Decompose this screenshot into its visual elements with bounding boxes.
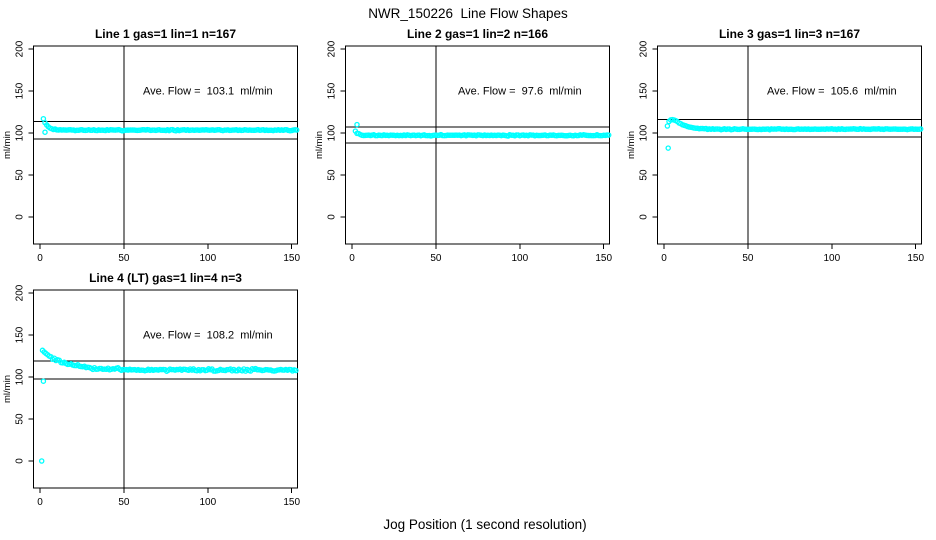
y-tick-label: 50 [327,169,338,181]
panel-line-2: Line 2 gas=1 lin=2 n=166 Ave. Flow = 97.… [314,27,612,264]
y-tick-label: 200 [15,284,26,301]
y-axis-label: ml/min [314,131,325,159]
flow-data-point [40,378,47,384]
plot-content: 0 50 100 150 0 50 100 150 200 [327,40,613,264]
y-tick-label: 150 [327,82,338,99]
plot-content: 0 50 100 150 0 50 100 150 200 [639,40,925,264]
y-tick-label: 100 [639,124,650,141]
y-tick-label: 150 [15,326,26,343]
x-tick-label: 0 [349,253,355,264]
x-tick-label: 0 [37,253,43,264]
flow-data-point [605,132,612,138]
flow-data-point [293,127,300,133]
flow-data-point [42,129,48,135]
figure-title: NWR_150226 Line Flow Shapes [368,6,568,21]
x-tick-label: 150 [283,497,300,508]
y-tick-label: 100 [15,124,26,141]
plot-box [33,289,298,489]
x-tick-label: 0 [37,497,43,508]
x-tick-label: 50 [118,253,130,264]
panel-title: Line 4 (LT) gas=1 lin=4 n=3 [89,271,242,285]
panel-title: Line 1 gas=1 lin=1 n=167 [95,27,236,41]
plot-box [657,45,922,245]
plot-box [33,45,298,245]
y-tick-label: 0 [327,214,338,220]
panel-line-4: Line 4 (LT) gas=1 lin=4 n=3 Ave. Flow = … [2,271,300,508]
flow-data-point [38,458,45,464]
ave-flow-annotation: Ave. Flow = 97.6 ml/min [458,85,582,97]
flow-data-point [665,145,671,151]
ave-flow-annotation: Ave. Flow = 105.6 ml/min [767,85,897,97]
x-tick-label: 50 [430,253,442,264]
y-axis-label: ml/min [2,375,13,403]
x-tick-label: 150 [907,253,924,264]
y-tick-label: 150 [15,82,26,99]
y-tick-label: 150 [639,82,650,99]
y-axis-label: ml/min [626,131,637,159]
plot-content: 0 50 100 150 0 50 100 150 200 [15,284,301,508]
x-tick-label: 100 [823,253,840,264]
panel-line-3: Line 3 gas=1 lin=3 n=167 Ave. Flow = 105… [626,27,924,264]
ave-flow-annotation: Ave. Flow = 108.2 ml/min [143,329,273,341]
x-tick-label: 50 [742,253,754,264]
x-tick-label: 50 [118,497,130,508]
y-tick-label: 100 [327,124,338,141]
y-tick-label: 200 [15,40,26,57]
x-tick-label: 150 [283,253,300,264]
panel-line-1: Line 1 gas=1 lin=1 n=167 Ave. Flow = 103… [2,27,300,264]
flow-data-point [354,121,360,128]
x-tick-label: 0 [661,253,667,264]
y-tick-label: 0 [639,214,650,220]
x-tick-label: 100 [199,253,216,264]
panel-title: Line 3 gas=1 lin=3 n=167 [719,27,860,41]
y-tick-label: 0 [15,214,26,220]
x-tick-label: 150 [595,253,612,264]
x-tick-label: 100 [511,253,528,264]
flow-data-point [293,367,299,374]
flow-data-point [917,126,924,132]
flow-data-point [664,123,671,129]
y-tick-label: 100 [15,368,26,385]
y-tick-label: 50 [15,169,26,181]
ave-flow-annotation: Ave. Flow = 103.1 ml/min [143,85,273,97]
y-axis-label: ml/min [2,131,13,159]
y-tick-label: 0 [15,458,26,464]
plot-box [345,45,610,245]
y-tick-label: 50 [639,169,650,181]
plot-content: 0 50 100 150 0 50 100 150 200 [15,40,301,264]
y-tick-label: 200 [639,40,650,57]
y-tick-label: 50 [15,413,26,425]
y-tick-label: 200 [327,40,338,57]
x-axis-label: Jog Position (1 second resolution) [383,517,586,532]
x-tick-label: 100 [199,497,216,508]
panel-title: Line 2 gas=1 lin=2 n=166 [407,27,548,41]
